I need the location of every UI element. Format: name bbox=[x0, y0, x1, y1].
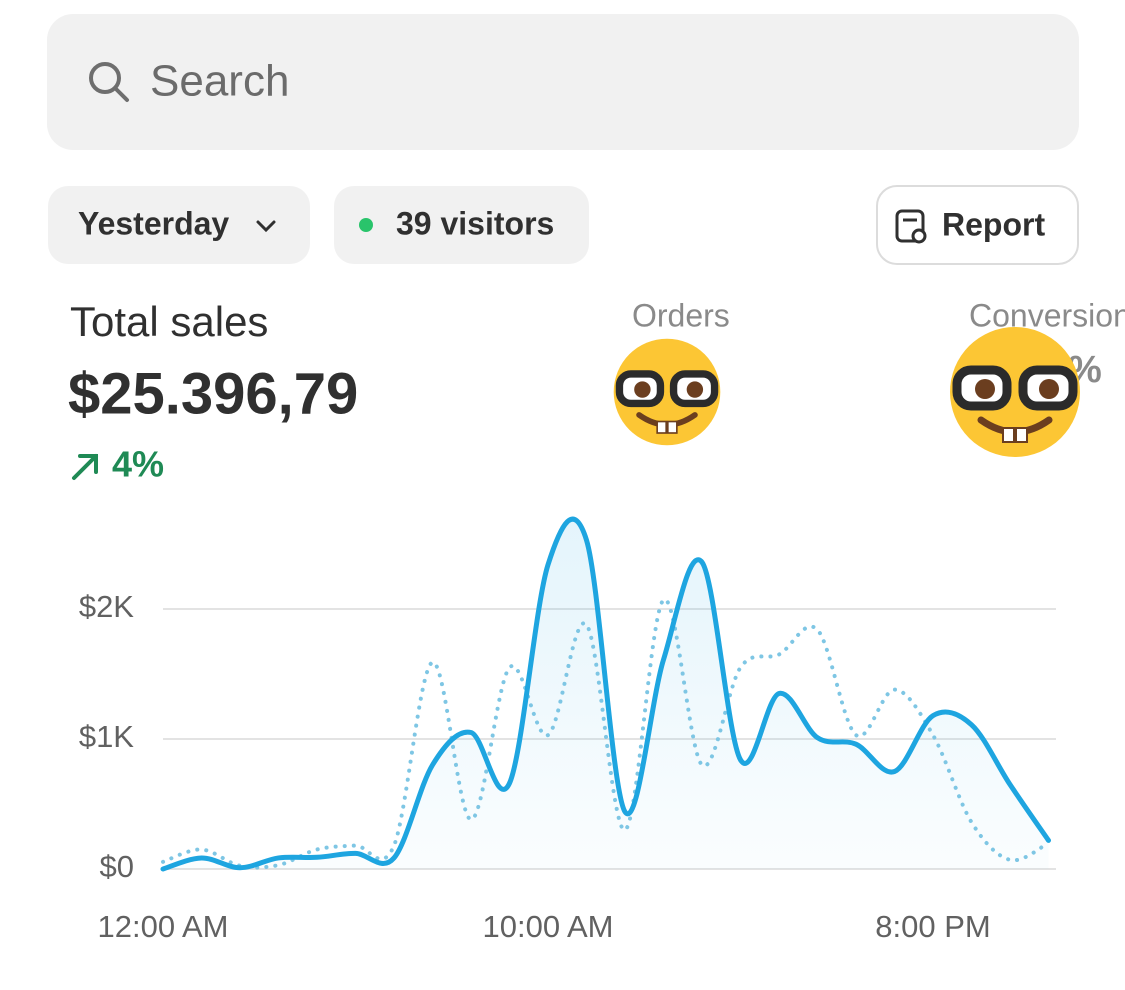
search-bar[interactable]: Search bbox=[47, 14, 1079, 150]
date-pill[interactable] bbox=[48, 186, 310, 264]
y-tick-label: $1K bbox=[79, 719, 134, 754]
sales-chart: $0 $1K $2K 12:00 AM 10:00 AM 8:00 PM bbox=[79, 516, 1056, 944]
conversion-label[interactable]: Conversion bbox=[969, 297, 1125, 333]
emoji-tooth bbox=[667, 420, 678, 434]
emoji-eye bbox=[686, 381, 704, 398]
report-icon-lens bbox=[911, 228, 927, 244]
emoji-eye bbox=[1039, 379, 1059, 399]
emoji-eye bbox=[975, 379, 995, 399]
x-tick-label: 10:00 AM bbox=[483, 909, 614, 944]
metric-label: Total sales bbox=[70, 298, 268, 345]
visitors-bg[interactable] bbox=[334, 186, 589, 264]
y-tick-label: $2K bbox=[79, 589, 134, 624]
emoji-eye bbox=[634, 381, 651, 398]
y-tick-label: $0 bbox=[100, 849, 134, 884]
emoji-tooth bbox=[656, 420, 667, 434]
date-label: Yesterday bbox=[78, 205, 229, 241]
x-tick-label: 12:00 AM bbox=[98, 909, 229, 944]
search-icon bbox=[89, 62, 121, 94]
x-tick-label: 8:00 PM bbox=[875, 909, 990, 944]
trend-arrow bbox=[72, 454, 98, 480]
date-filter[interactable]: Yesterday bbox=[48, 186, 310, 264]
visitors-pill[interactable]: 39 visitors bbox=[334, 186, 589, 264]
search-icon-handle bbox=[113, 86, 129, 102]
live-dot bbox=[359, 218, 373, 232]
search-placeholder: Search bbox=[150, 57, 289, 106]
line bbox=[161, 597, 1051, 870]
report-bg[interactable] bbox=[876, 185, 1079, 265]
metric-value: $25.396,79 bbox=[68, 361, 358, 426]
report-icon bbox=[895, 209, 925, 243]
emoji-overlay bbox=[613, 338, 721, 446]
chevron bbox=[256, 220, 276, 233]
metric-change: 4% bbox=[112, 444, 164, 485]
emoji-tooth bbox=[1002, 427, 1015, 443]
orders-label[interactable]: Orders bbox=[632, 297, 730, 333]
report-button[interactable]: Report bbox=[876, 185, 1079, 265]
emoji-overlay bbox=[950, 327, 1080, 457]
search-field[interactable] bbox=[47, 14, 1079, 150]
visitors-label: 39 visitors bbox=[396, 205, 554, 241]
emoji-tooth bbox=[1015, 427, 1028, 443]
line bbox=[160, 516, 1051, 872]
report-label: Report bbox=[942, 206, 1045, 242]
